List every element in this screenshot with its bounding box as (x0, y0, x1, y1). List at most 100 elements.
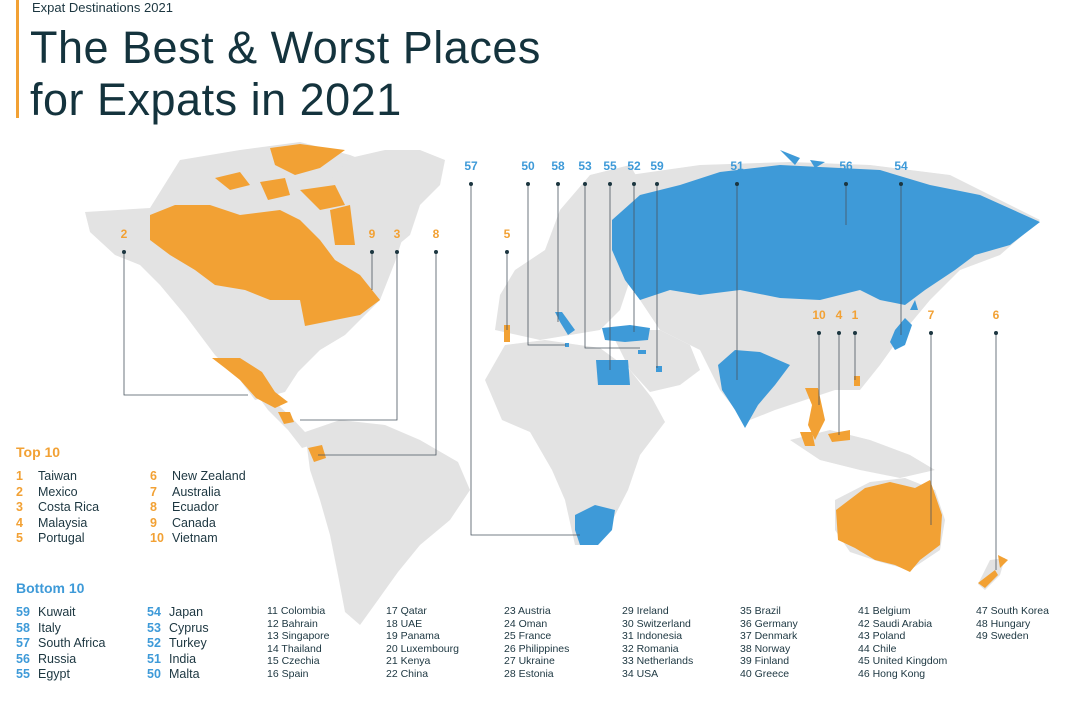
top10-rank: 10 (150, 531, 164, 545)
rest-entry: 18 UAE (386, 617, 423, 630)
bottom10-row: 56 Russia (16, 652, 105, 668)
top10-rank: 3 (16, 500, 23, 514)
leader-dot-bottom-54 (899, 182, 903, 186)
leader-dot-bottom-58 (556, 182, 560, 186)
map-label-bottom-58: 58 (551, 159, 565, 173)
bottom10-list-col2: 54 Japan 53 Cyprus 52 Turkey 51 India 50 Malta (147, 605, 209, 683)
top10-country: New Zealand (172, 469, 246, 483)
top10-row: 3 Costa Rica (16, 500, 99, 516)
bottom10-rank: 56 (16, 651, 30, 666)
top10-rank: 9 (150, 515, 157, 530)
bottom10-rank: 54 (147, 605, 161, 619)
accent-bar (16, 0, 19, 118)
bottom10-country: Kuwait (38, 605, 76, 619)
bottom10-rank: 55 (16, 667, 30, 681)
bottom10-country: Cyprus (169, 620, 209, 635)
bottom10-list-col1: 59 Kuwait 58 Italy 57 South Africa 56 Russia 55 E… (16, 605, 105, 683)
rest-entry: 42 Saudi Arabia (858, 617, 933, 630)
leader-dot-top-10 (817, 331, 821, 335)
leader-dot-bottom-52 (632, 182, 636, 186)
country-highlights (150, 144, 1040, 588)
rest-entry: 33 Netherlands (622, 655, 694, 668)
rest-column: 47 South Korea 48 Hungary 49 Sweden (976, 605, 1049, 643)
leader-dot-bottom-59 (655, 182, 659, 186)
leader-dot-bottom-51 (735, 182, 739, 186)
map-label-bottom-50: 50 (521, 159, 535, 173)
top10-country: Taiwan (38, 469, 77, 483)
country-costa-rica (278, 412, 294, 424)
rest-entry: 17 Qatar (386, 605, 427, 617)
top10-rank: 7 (150, 484, 157, 499)
bottom10-country: Italy (38, 620, 61, 635)
leader-dot-bottom-50 (526, 182, 530, 186)
land-europe (495, 165, 650, 340)
top10-list-col2: 6 New Zealand 7 Australia 8 Ecuador 9 Canada 10 V… (150, 469, 246, 547)
land-middle-east (610, 330, 700, 392)
top10-row: 4 Malaysia (16, 516, 99, 532)
map-label-bottom-51: 51 (730, 159, 744, 173)
leader-dot-top-3 (395, 250, 399, 254)
top10-rank: 8 (150, 500, 157, 514)
top10-country: Australia (172, 484, 221, 499)
top10-row: 2 Mexico (16, 485, 99, 501)
rest-entry: 14 Thailand (267, 642, 322, 655)
rest-entry: 34 USA (622, 667, 659, 680)
leader-line-bottom-50 (527, 184, 566, 346)
rest-column: 17 Qatar 18 UAE 19 Panama 20 Luxembourg 21 K… (386, 605, 459, 681)
rest-entry: 12 Bahrain (267, 617, 318, 630)
title-line-2: for Expats in 2021 (30, 74, 402, 125)
land-africa (485, 340, 665, 545)
top10-country: Ecuador (172, 500, 219, 514)
bottom10-row: 54 Japan (147, 605, 209, 621)
map-label-top-8: 8 (433, 227, 440, 241)
rest-entry: 32 Romania (622, 642, 679, 655)
map-label-top-3: 3 (394, 227, 401, 241)
rest-entry: 25 France (504, 630, 552, 643)
rest-entry: 29 Ireland (622, 605, 669, 617)
rest-column: 29 Ireland 30 Switzerland 31 Indonesia 32 R… (622, 605, 693, 681)
leader-line-bottom-57 (470, 184, 580, 536)
leader-dot-bottom-53 (583, 182, 587, 186)
rest-entry: 28 Estonia (504, 667, 554, 680)
top10-rank: 1 (16, 469, 23, 483)
country-russia (612, 165, 1040, 305)
country-australia (836, 480, 942, 572)
rest-column: 11 Colombia 12 Bahrain 13 Singapore 14 Thai… (267, 605, 329, 681)
rest-entry: 46 Hong Kong (858, 667, 926, 680)
top10-country: Mexico (38, 484, 78, 499)
bottom10-row: 51 India (147, 652, 209, 668)
leader-dot-top-7 (929, 331, 933, 335)
bottom10-rank: 50 (147, 667, 161, 681)
map-label-bottom-57: 57 (464, 159, 478, 173)
top10-rank: 4 (16, 515, 23, 530)
bottom10-rank: 53 (147, 620, 161, 635)
top10-row: 1 Taiwan (16, 469, 99, 485)
leader-dot-top-2 (122, 250, 126, 254)
land-south-america (305, 420, 470, 625)
rest-entry: 27 Ukraine (504, 655, 555, 668)
country-kuwait (656, 366, 662, 372)
top10-row: 10 Vietnam (150, 531, 246, 547)
top10-rank: 2 (16, 484, 23, 499)
bottom10-rank: 58 (16, 620, 30, 635)
leader-dot-top-4 (837, 331, 841, 335)
rest-entry: 13 Singapore (267, 630, 330, 643)
bottom10-row: 55 Egypt (16, 667, 105, 683)
rest-entry: 35 Brazil (740, 605, 781, 617)
rest-entry: 30 Switzerland (622, 617, 691, 630)
rest-entry: 23 Austria (504, 605, 551, 617)
map-label-bottom-55: 55 (603, 159, 617, 173)
country-turkey (602, 325, 650, 342)
rest-entry: 19 Panama (386, 630, 440, 643)
rest-entry: 26 Philippines (504, 642, 570, 655)
top10-rank: 5 (16, 531, 23, 545)
country-russia-islands (780, 150, 825, 168)
country-south-africa (575, 505, 615, 545)
bottom10-country: Turkey (169, 636, 207, 650)
rest-entry: 16 Spain (267, 667, 309, 680)
top10-row: 7 Australia (150, 485, 246, 501)
bottom10-rank: 51 (147, 651, 161, 666)
country-cyprus (638, 350, 646, 354)
leader-lines (122, 182, 998, 570)
